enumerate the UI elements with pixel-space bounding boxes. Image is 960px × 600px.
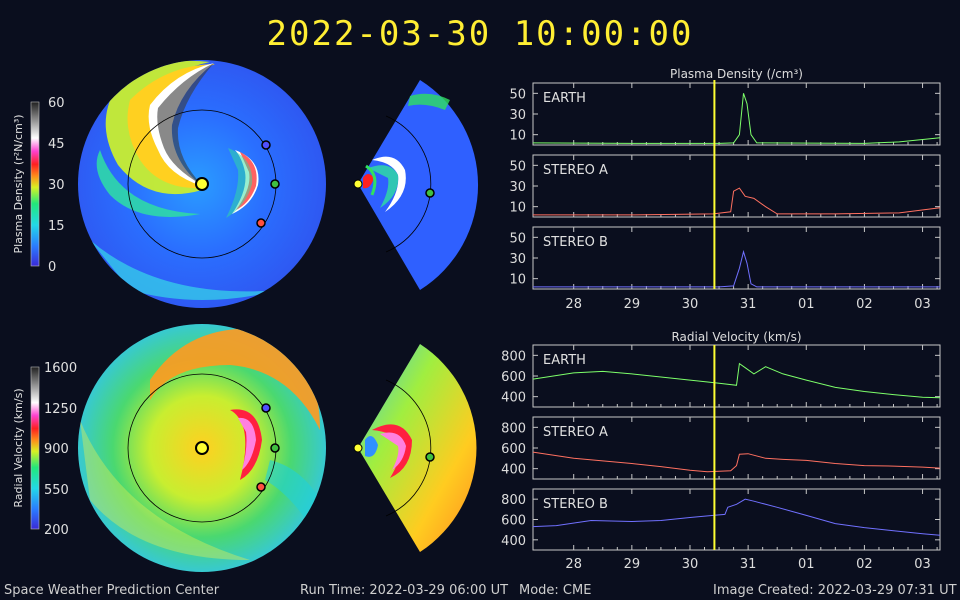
panel-frame xyxy=(532,416,941,480)
velocity-meridional-wedge xyxy=(358,344,477,552)
density-colorbar: Plasma Density (r²N/cm³) 60 45 30 15 0 xyxy=(12,96,65,275)
panel-label: STEREO A xyxy=(543,163,608,178)
series-line-earth xyxy=(532,362,941,399)
panel-label: STEREO B xyxy=(543,497,608,512)
x-tick-label: 31 xyxy=(740,557,757,572)
footer-image-created: Image Created: 2022-03-29 07:31 UT xyxy=(713,583,957,598)
x-tick-label: 29 xyxy=(624,557,641,572)
density-meridional-wedge xyxy=(358,80,479,290)
y-tick-label: 30 xyxy=(509,252,526,267)
y-tick-label: 800 xyxy=(501,421,526,436)
y-tick-label: 800 xyxy=(501,349,526,364)
series-line-stereo-a xyxy=(533,187,941,216)
series-line-stereo-a xyxy=(532,451,941,473)
density-tick: 15 xyxy=(48,219,65,234)
series-line-stereo-b xyxy=(532,498,941,536)
x-tick-label: 31 xyxy=(740,297,757,312)
y-tick-label: 50 xyxy=(509,87,526,102)
panel-frame xyxy=(532,488,941,551)
stereo-a-marker-icon xyxy=(256,218,266,228)
y-tick-label: 10 xyxy=(509,201,526,216)
panel-label: STEREO B xyxy=(543,235,608,250)
panel-frame xyxy=(532,82,941,146)
x-tick-label: 02 xyxy=(856,297,873,312)
y-tick-label: 400 xyxy=(501,463,526,478)
y-tick-label: 30 xyxy=(509,108,526,123)
y-tick-label: 30 xyxy=(509,180,526,195)
velocity-tick: 1250 xyxy=(44,402,77,417)
x-tick-label: 02 xyxy=(856,557,873,572)
footer-run-time: Run Time: 2022-03-29 06:00 UT xyxy=(300,583,509,598)
panel-frame xyxy=(532,344,941,408)
density-tick: 0 xyxy=(48,260,56,275)
stereo-b-marker-icon xyxy=(261,403,271,413)
density-colorbar-label: Plasma Density (r²N/cm³) xyxy=(12,114,25,253)
chart-title: Radial Velocity (km/s) xyxy=(671,330,801,344)
velocity-tick: 900 xyxy=(44,442,69,457)
earth-marker-icon xyxy=(270,443,280,453)
y-tick-label: 400 xyxy=(501,534,526,549)
panel-label: STEREO A xyxy=(543,425,608,440)
y-tick-label: 600 xyxy=(501,514,526,529)
panel-label: EARTH xyxy=(543,91,586,106)
velocity-colorbar: Radial Velocity (km/s) 1600 1250 900 550… xyxy=(12,361,77,538)
earth-marker-icon xyxy=(425,452,435,462)
y-tick-label: 600 xyxy=(501,442,526,457)
footer-org: Space Weather Prediction Center xyxy=(4,583,220,598)
y-tick-label: 800 xyxy=(501,493,526,508)
y-tick-label: 600 xyxy=(501,370,526,385)
series-line-stereo-b xyxy=(533,249,940,288)
velocity-tick: 550 xyxy=(44,483,69,498)
stereo-a-marker-icon xyxy=(256,482,266,492)
timestamp-title: 2022-03-30 10:00:00 xyxy=(266,14,694,54)
chart-title: Plasma Density (/cm³) xyxy=(670,67,803,81)
y-tick-label: 10 xyxy=(509,129,526,144)
y-tick-label: 400 xyxy=(501,391,526,406)
y-tick-label: 50 xyxy=(509,159,526,174)
velocity-colorbar-label: Radial Velocity (km/s) xyxy=(12,388,25,507)
x-tick-label: 03 xyxy=(914,557,931,572)
density-tick: 30 xyxy=(48,178,65,193)
x-tick-label: 30 xyxy=(682,557,699,572)
panel-label: EARTH xyxy=(543,353,586,368)
panel-frame xyxy=(532,154,941,218)
stereo-b-marker-icon xyxy=(261,140,271,150)
x-tick-label: 28 xyxy=(565,297,582,312)
footer-mode: Mode: CME xyxy=(519,583,592,598)
x-tick-label: 30 xyxy=(682,297,699,312)
series-line-earth xyxy=(532,93,941,144)
velocity-tick: 1600 xyxy=(44,361,77,376)
sun-icon xyxy=(353,443,363,453)
x-tick-label: 29 xyxy=(624,297,641,312)
sun-icon xyxy=(195,177,209,191)
density-tick: 60 xyxy=(48,96,65,111)
earth-marker-icon xyxy=(270,179,280,189)
sun-icon xyxy=(353,179,363,189)
velocity-tick: 200 xyxy=(44,523,69,538)
y-tick-label: 10 xyxy=(509,273,526,288)
x-tick-label: 03 xyxy=(914,297,931,312)
sun-icon xyxy=(195,441,209,455)
x-tick-label: 28 xyxy=(565,557,582,572)
x-tick-label: 01 xyxy=(798,297,815,312)
y-tick-label: 50 xyxy=(509,231,526,246)
earth-marker-icon xyxy=(425,188,435,198)
density-tick: 45 xyxy=(48,137,65,152)
x-tick-label: 01 xyxy=(798,557,815,572)
